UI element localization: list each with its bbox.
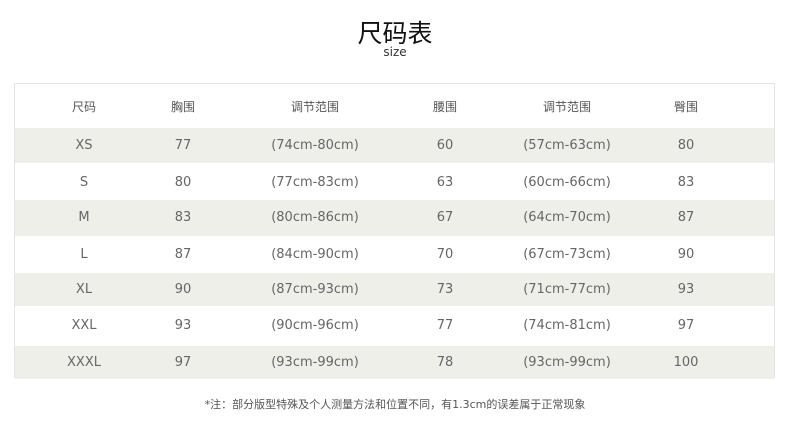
table-cell: XL [75, 282, 93, 297]
table-cell: 77 [174, 138, 192, 153]
page-subtitle: size [383, 45, 407, 59]
table-cell: (71cm-77cm) [523, 282, 611, 297]
table-row: S 80 (77cm-83cm) 63 (60cm-66cm) 83 [15, 163, 774, 200]
table-cell: (60cm-66cm) [523, 175, 611, 190]
table-cell: 80 [677, 138, 695, 153]
column-header: 胸围 [170, 100, 195, 114]
table-cell: S [79, 175, 89, 190]
column-header: 腰围 [432, 100, 457, 114]
table-cell: (57cm-63cm) [523, 138, 611, 153]
footnote: *注：部分版型特殊及个人测量方法和位置不同，有1.3cm的误差属于正常现象 [204, 398, 586, 411]
table-cell: 83 [677, 175, 695, 190]
table-cell: 87 [677, 210, 695, 225]
table-cell: 63 [436, 175, 454, 190]
table-cell: 78 [436, 355, 454, 370]
table-cell: (74cm-80cm) [271, 138, 359, 153]
table-row: M 83 (80cm-86cm) 67 (64cm-70cm) 87 [15, 200, 774, 236]
table-row: L 87 (84cm-90cm) 70 (67cm-73cm) 90 [15, 236, 774, 273]
table-row: XL 90 (87cm-93cm) 73 (71cm-77cm) 93 [15, 273, 774, 306]
size-table: 尺码 胸围 调节范围 腰围 调节范围 臀围 XS 77 (74cm-80cm) 60 (57cm-6… [14, 83, 775, 379]
table-cell: (93cm-99cm) [523, 355, 611, 370]
table-cell: 60 [436, 138, 454, 153]
table-cell: (93cm-99cm) [271, 355, 359, 370]
table-cell: 83 [174, 210, 192, 225]
table-cell: XXXL [67, 355, 101, 370]
column-header: 调节范围 [290, 100, 339, 114]
column-header: 臀围 [673, 100, 698, 114]
table-cell: 67 [436, 210, 454, 225]
table-cell: (90cm-96cm) [271, 318, 359, 333]
page-title: 尺码表 [357, 19, 433, 48]
table-cell: 100 [673, 355, 699, 370]
table-cell: XS [75, 138, 93, 153]
table-cell: (84cm-90cm) [271, 247, 359, 262]
column-header: 尺码 [71, 100, 96, 114]
table-cell: 90 [677, 247, 695, 262]
table-cell: 77 [436, 318, 454, 333]
table-cell: 70 [436, 247, 454, 262]
table-cell: XXL [71, 318, 97, 333]
table-row: XXL 93 (90cm-96cm) 77 (74cm-81cm) 97 [15, 306, 774, 346]
table-cell: (74cm-81cm) [523, 318, 611, 333]
table-cell: 97 [174, 355, 192, 370]
table-cell: 93 [677, 282, 695, 297]
table-cell: L [80, 247, 88, 262]
table-cell: 93 [174, 318, 192, 333]
table-cell: (77cm-83cm) [271, 175, 359, 190]
table-cell: (64cm-70cm) [523, 210, 611, 225]
table-cell: 97 [677, 318, 695, 333]
table-header-row: 尺码 胸围 调节范围 腰围 调节范围 臀围 [15, 84, 774, 128]
table-cell: 90 [174, 282, 192, 297]
table-cell: (80cm-86cm) [271, 210, 359, 225]
column-header: 调节范围 [542, 100, 591, 114]
table-row: XXXL 97 (93cm-99cm) 78 (93cm-99cm) 100 [15, 346, 774, 379]
table-cell: 80 [174, 175, 192, 190]
table-cell: 73 [436, 282, 454, 297]
table-cell: (87cm-93cm) [271, 282, 359, 297]
table-cell: 87 [174, 247, 192, 262]
table-cell: (67cm-73cm) [523, 247, 611, 262]
table-row: XS 77 (74cm-80cm) 60 (57cm-63cm) 80 [15, 128, 774, 163]
table-cell: M [78, 210, 90, 225]
